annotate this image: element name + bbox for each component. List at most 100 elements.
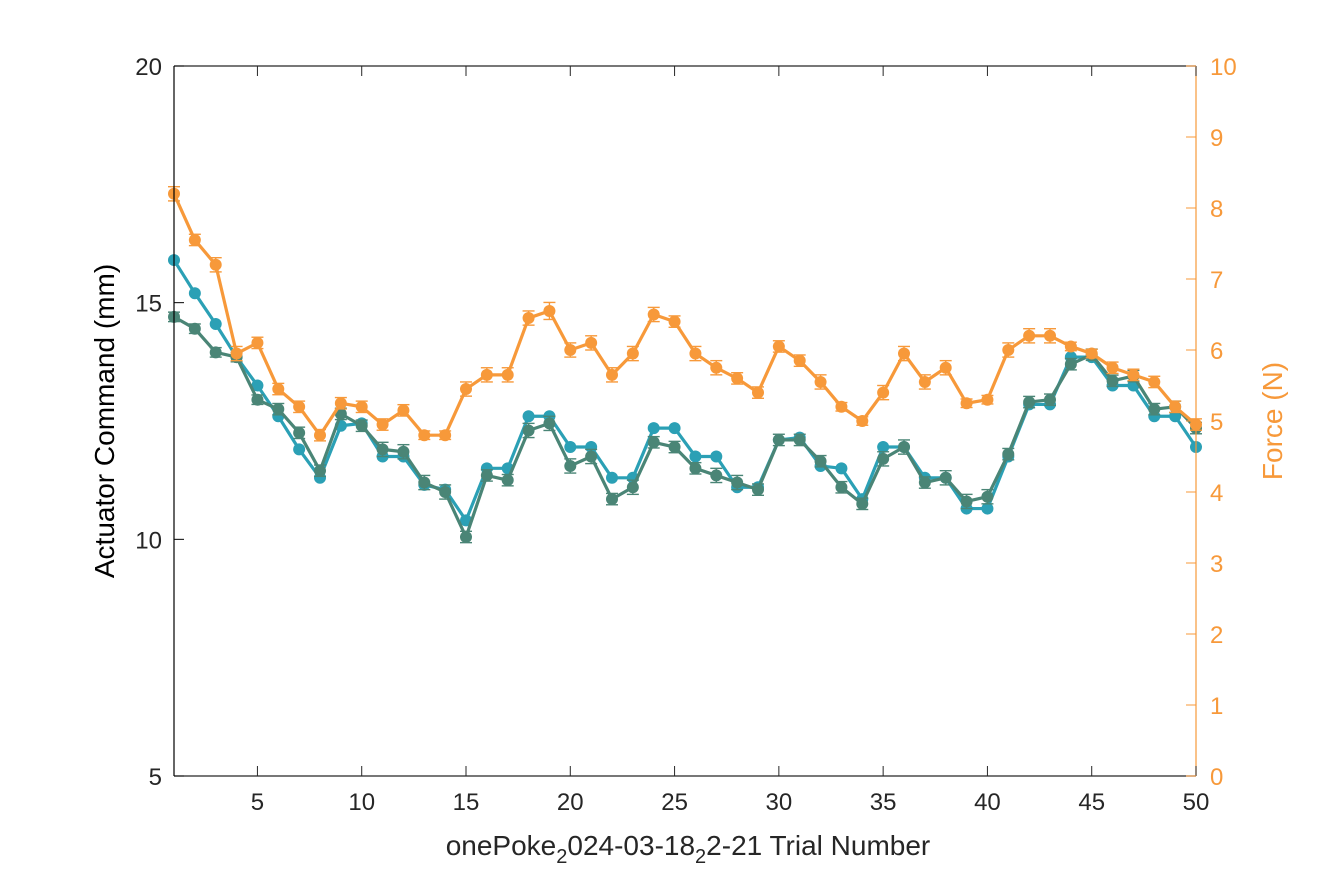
series-2-point	[418, 476, 431, 489]
series-1-point	[877, 441, 890, 454]
series-3-point	[1002, 344, 1015, 356]
x-tick-label: 5	[251, 789, 264, 816]
series-2-point	[334, 407, 347, 420]
series-3-point	[793, 354, 806, 367]
series-2-point	[981, 490, 994, 503]
series-2-point	[960, 495, 973, 508]
x-tick-label: 45	[1078, 789, 1105, 816]
series-1-point	[188, 287, 201, 300]
series-3-point	[314, 429, 326, 442]
y-right-tick-label: 7	[1210, 267, 1223, 294]
series-2-point	[772, 433, 785, 446]
y-right-tick-label: 8	[1210, 196, 1223, 223]
series-3-point	[501, 368, 514, 381]
series-3-point	[564, 344, 577, 356]
series-2-point	[877, 452, 890, 465]
series-3-point	[981, 393, 994, 406]
series-2-point	[710, 469, 723, 482]
y-right-tick-label: 9	[1210, 125, 1223, 152]
series-2-point	[606, 493, 618, 506]
series-3-point	[543, 304, 556, 317]
x-axis-label-part-2: 024-03-18	[567, 830, 695, 861]
series-3-point	[1169, 400, 1182, 413]
series-3-point	[272, 383, 285, 396]
series-1-point	[710, 450, 723, 463]
series-2-point	[647, 436, 660, 449]
series-3-point	[626, 347, 639, 360]
series-2-point	[293, 426, 306, 439]
series-2-point	[397, 445, 410, 458]
series-2-point	[1106, 374, 1119, 387]
x-tick-label: 30	[766, 789, 793, 816]
series-2-point	[939, 471, 952, 484]
series-3-point	[480, 368, 493, 381]
series-2-point	[1044, 393, 1056, 406]
series-2-point	[480, 469, 493, 482]
series-2-point	[543, 417, 556, 430]
series-3-point	[397, 404, 410, 417]
series-2-point	[460, 530, 472, 543]
series-3-point	[334, 397, 347, 410]
x-tick-label: 20	[557, 789, 584, 816]
x-tick-label: 25	[661, 789, 688, 816]
series-2-point	[835, 481, 848, 494]
series-3-point	[1023, 329, 1036, 342]
y-right-tick-label: 6	[1210, 338, 1223, 365]
series-1-point	[293, 443, 306, 456]
series-3-point	[877, 386, 890, 399]
series-2-group	[168, 310, 1202, 544]
series-1-point	[606, 471, 618, 484]
series-3-point	[1044, 329, 1056, 342]
y-right-tick-label: 4	[1210, 480, 1223, 507]
series-2-point	[522, 424, 535, 437]
series-2-point	[814, 455, 827, 468]
series-3-point	[1085, 347, 1098, 360]
series-3-point	[355, 400, 368, 413]
series-2-point	[898, 441, 910, 454]
series-3-point	[585, 336, 598, 349]
series-2-point	[188, 322, 201, 335]
series-3-point	[376, 418, 389, 431]
y-left-tick-label: 20	[135, 54, 162, 81]
series-1-point	[522, 410, 535, 423]
series-3-point	[939, 361, 952, 374]
series-3-point	[689, 347, 702, 360]
y-left-tick-label: 10	[135, 527, 162, 554]
series-1-point	[647, 422, 660, 435]
series-1-point	[981, 502, 994, 515]
series-2-point	[501, 474, 514, 487]
series-3-point	[772, 340, 785, 353]
series-3-point	[835, 400, 848, 413]
series-2-point	[793, 433, 806, 446]
x-tick-label: 15	[453, 789, 480, 816]
series-2-point	[439, 486, 452, 498]
series-2-point	[626, 481, 639, 494]
series-2-point	[668, 441, 681, 454]
y-right-tick-label: 3	[1210, 551, 1223, 578]
y-axis-left-label: Actuator Command (mm)	[89, 264, 120, 578]
x-axis-label-subscript-1: 2	[556, 846, 567, 868]
y-axis-right-label: Force (N)	[1257, 362, 1288, 480]
y-right-tick-label: 2	[1210, 622, 1223, 649]
series-3-point	[606, 368, 618, 381]
series-2-point	[376, 443, 389, 456]
series-2-point	[1064, 358, 1077, 371]
series-2-point	[1002, 448, 1015, 461]
series-1-point	[251, 379, 264, 392]
series-3-point	[668, 315, 681, 328]
series-3-point	[209, 258, 222, 271]
series-3-point	[439, 429, 452, 442]
series-2-point	[1023, 396, 1036, 409]
series-3-point	[1127, 368, 1140, 381]
series-3-point	[251, 336, 264, 349]
series-2-point	[918, 476, 931, 489]
series-2-point	[585, 450, 598, 463]
series-3-point	[647, 308, 660, 321]
y-right-tick-label: 10	[1210, 54, 1237, 81]
series-3-point	[293, 400, 306, 413]
x-tick-label: 50	[1183, 789, 1210, 816]
series-3-point	[522, 312, 535, 325]
series-2-point	[564, 459, 577, 472]
